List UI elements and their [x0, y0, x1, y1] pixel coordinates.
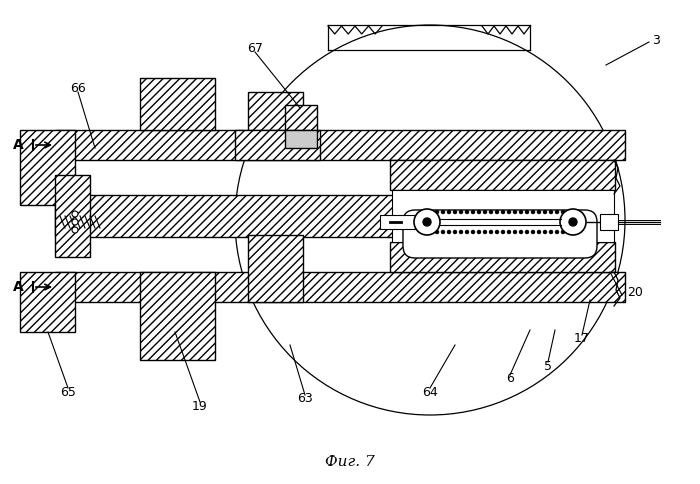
Bar — [285, 130, 317, 148]
Circle shape — [465, 210, 469, 214]
FancyBboxPatch shape — [403, 210, 597, 258]
Bar — [248, 92, 303, 130]
Bar — [55, 272, 625, 302]
Circle shape — [414, 209, 440, 235]
Bar — [55, 195, 395, 237]
Bar — [20, 272, 75, 332]
Circle shape — [471, 210, 475, 214]
Circle shape — [495, 230, 499, 234]
Circle shape — [543, 230, 547, 234]
Circle shape — [561, 210, 565, 214]
Bar — [55, 130, 625, 160]
Text: A: A — [13, 138, 23, 152]
Circle shape — [465, 230, 469, 234]
Bar — [235, 130, 320, 160]
Circle shape — [483, 210, 487, 214]
Text: 3: 3 — [652, 33, 660, 46]
Circle shape — [477, 230, 481, 234]
Circle shape — [441, 230, 445, 234]
Bar — [248, 235, 303, 302]
Circle shape — [429, 230, 433, 234]
Circle shape — [549, 230, 553, 234]
Circle shape — [471, 230, 475, 234]
Text: A: A — [13, 280, 23, 294]
Circle shape — [72, 219, 78, 225]
Circle shape — [567, 230, 571, 234]
Text: 17: 17 — [574, 333, 590, 346]
Bar — [600, 214, 618, 230]
Circle shape — [569, 218, 577, 226]
Circle shape — [501, 230, 505, 234]
Circle shape — [519, 210, 523, 214]
Circle shape — [507, 210, 511, 214]
Text: Фиг. 7: Фиг. 7 — [325, 455, 375, 469]
Circle shape — [453, 210, 457, 214]
Bar — [285, 105, 317, 130]
Circle shape — [531, 230, 535, 234]
Text: 5: 5 — [544, 360, 552, 373]
Bar — [20, 130, 75, 205]
Circle shape — [543, 210, 547, 214]
Circle shape — [513, 230, 517, 234]
Circle shape — [525, 230, 529, 234]
Circle shape — [489, 230, 493, 234]
Text: 20: 20 — [627, 286, 643, 299]
Circle shape — [459, 210, 463, 214]
Circle shape — [459, 230, 463, 234]
Text: 6: 6 — [506, 373, 514, 385]
Circle shape — [72, 211, 78, 217]
Text: 19: 19 — [192, 399, 208, 412]
Circle shape — [429, 210, 433, 214]
Bar — [390, 160, 615, 190]
Circle shape — [435, 230, 439, 234]
Bar — [140, 78, 215, 130]
Bar — [55, 175, 90, 257]
Text: 65: 65 — [60, 385, 76, 398]
Text: 64: 64 — [422, 385, 438, 398]
Circle shape — [477, 210, 481, 214]
Circle shape — [531, 210, 535, 214]
Text: 67: 67 — [247, 43, 263, 56]
Bar — [392, 190, 614, 242]
Circle shape — [555, 210, 559, 214]
Circle shape — [525, 210, 529, 214]
Circle shape — [501, 210, 505, 214]
Circle shape — [561, 230, 565, 234]
Circle shape — [555, 230, 559, 234]
Circle shape — [549, 210, 553, 214]
Circle shape — [435, 210, 439, 214]
Circle shape — [423, 218, 431, 226]
Circle shape — [537, 210, 541, 214]
Text: 63: 63 — [297, 393, 313, 406]
Circle shape — [441, 210, 445, 214]
Circle shape — [495, 210, 499, 214]
Circle shape — [447, 230, 451, 234]
Circle shape — [560, 209, 586, 235]
Circle shape — [513, 210, 517, 214]
Circle shape — [537, 230, 541, 234]
Circle shape — [72, 227, 78, 233]
Circle shape — [483, 230, 487, 234]
Circle shape — [507, 230, 511, 234]
Circle shape — [519, 230, 523, 234]
Circle shape — [447, 210, 451, 214]
Bar — [140, 272, 215, 360]
Bar — [390, 242, 615, 272]
Circle shape — [567, 210, 571, 214]
Bar — [380, 215, 415, 229]
Text: 66: 66 — [70, 81, 86, 94]
Circle shape — [453, 230, 457, 234]
Circle shape — [489, 210, 493, 214]
